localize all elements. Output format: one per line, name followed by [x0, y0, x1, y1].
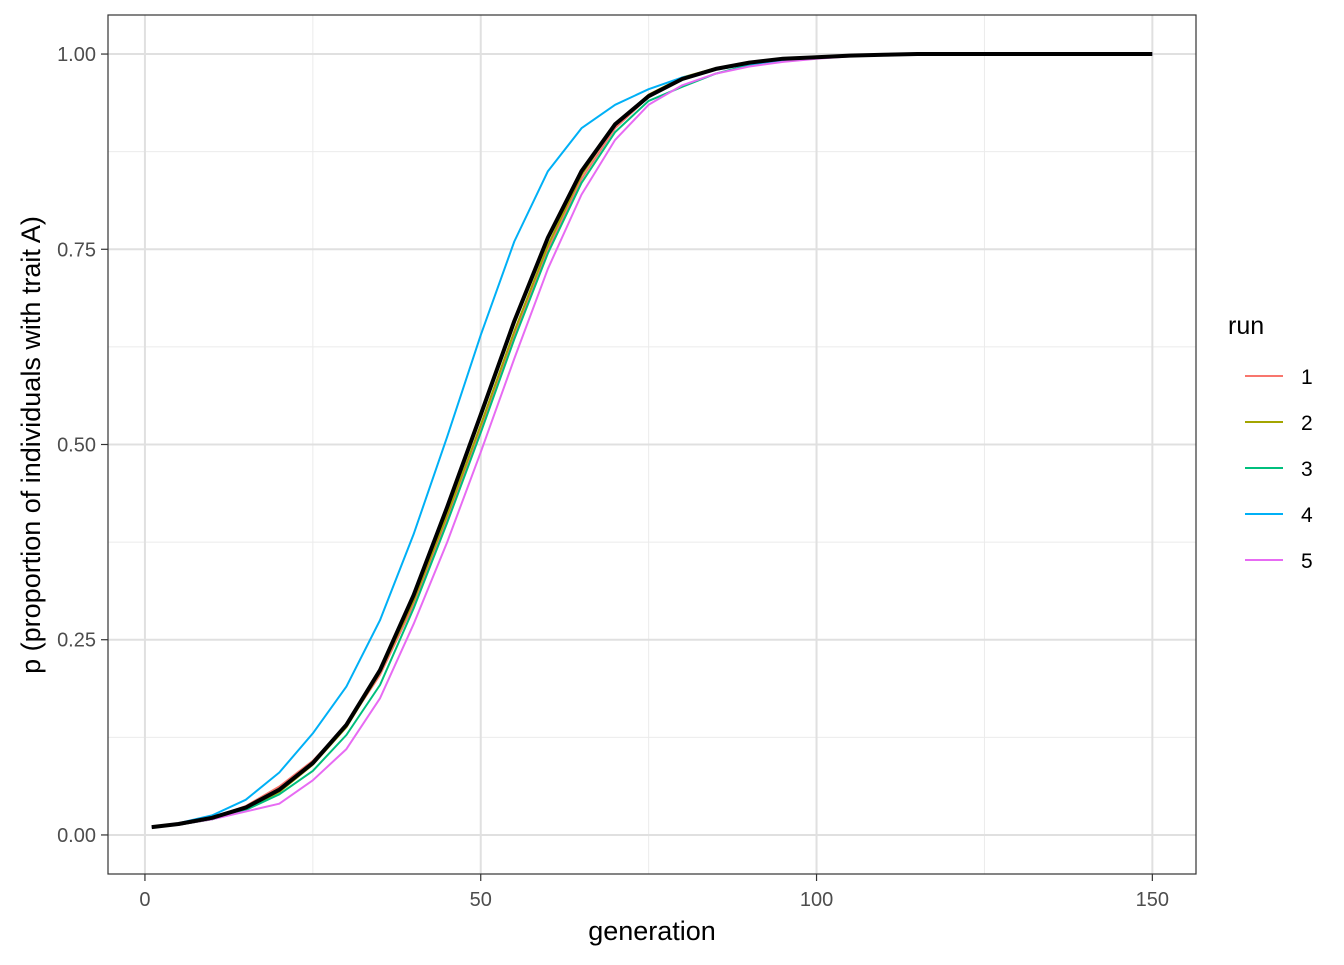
y-tick-label: 0.75 [57, 239, 96, 261]
x-tick-label: 50 [470, 889, 492, 911]
legend-item: 4 [1245, 504, 1313, 527]
y-tick-label: 0.00 [57, 825, 96, 847]
legend-item: 2 [1245, 412, 1313, 435]
legend-label: 5 [1301, 550, 1313, 573]
y-axis: 0.00 0.25 0.50 0.75 1.00 [57, 44, 108, 847]
x-axis-label: generation [588, 916, 716, 946]
legend-items: 1 2 3 4 5 [1245, 366, 1313, 573]
major-gridlines [108, 15, 1196, 874]
y-tick-label: 0.50 [57, 435, 96, 457]
x-tick-label: 150 [1136, 889, 1169, 911]
series-lines [151, 52, 1153, 830]
legend-item: 5 [1245, 550, 1313, 573]
y-tick-label: 1.00 [57, 44, 96, 66]
legend-label: 2 [1301, 412, 1313, 435]
x-axis: 0 50 100 150 [139, 874, 1169, 911]
legend-label: 1 [1301, 366, 1313, 389]
y-axis-label: p (proportion of individuals with trait … [16, 216, 46, 674]
legend-label: 3 [1301, 458, 1313, 481]
y-tick-label: 0.25 [57, 630, 96, 652]
series-line-average [151, 52, 1153, 830]
x-tick-label: 0 [139, 889, 150, 911]
legend: run 1 2 3 4 5 [1228, 312, 1313, 573]
legend-item: 1 [1245, 366, 1313, 389]
minor-gridlines [108, 15, 1196, 874]
legend-title: run [1228, 312, 1264, 340]
legend-item: 3 [1245, 458, 1313, 481]
x-tick-label: 100 [800, 889, 833, 911]
legend-label: 4 [1301, 504, 1313, 527]
